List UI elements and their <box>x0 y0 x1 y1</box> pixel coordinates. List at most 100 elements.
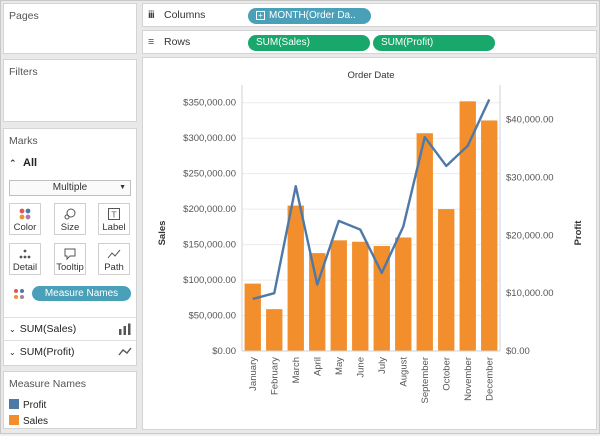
chart-view: $0.00 $50,000.00 $100,000.00 $150,000.00 $20… <box>142 57 597 430</box>
pages-card[interactable]: Pages <box>3 3 137 54</box>
tooltip-button[interactable]: Tooltip <box>54 243 86 275</box>
x-tick-label: May <box>334 357 345 375</box>
rows-shelf[interactable]: ≡ Rows SUM(Sales) SUM(Profit) <box>142 30 597 54</box>
rows-label-text: Rows <box>164 36 191 48</box>
marks-card-sum-sales[interactable]: ⌄ SUM(Sales) <box>4 317 136 339</box>
color-button-label: Color <box>13 222 37 233</box>
size-icon <box>55 204 85 222</box>
y-tick-label-left: $300,000.00 <box>183 133 236 144</box>
month-order-date-pill[interactable]: + MONTH(Order Da.. <box>248 8 371 24</box>
bar-sales[interactable] <box>309 253 326 351</box>
chevron-down-icon: ⌄ <box>9 348 16 357</box>
rows-icon: ≡ <box>148 36 154 48</box>
legend-label-sales: Sales <box>23 416 49 427</box>
label-icon: T <box>99 204 129 222</box>
mark-type-value: Multiple <box>52 182 88 193</box>
bar-sales[interactable] <box>438 209 455 351</box>
marks-card: Marks ⌃ All Multiple ▼ Color Size T Label <box>3 128 137 366</box>
tooltip-icon <box>55 244 85 262</box>
month-order-date-pill-label: MONTH(Order Da.. <box>269 10 356 21</box>
marks-title: Marks <box>9 135 38 147</box>
color-legend: Measure Names Profit Sales <box>3 371 137 429</box>
dual-axis-chart: $0.00 $50,000.00 $100,000.00 $150,000.00 $20… <box>157 70 584 403</box>
x-tick-label: June <box>355 357 366 378</box>
measure-names-color-pill[interactable]: Measure Names <box>32 286 131 301</box>
color-button[interactable]: Color <box>9 203 41 235</box>
x-tick-label: August <box>398 357 409 387</box>
legend-label-profit: Profit <box>23 400 47 411</box>
mark-type-dropdown[interactable]: Multiple ▼ <box>9 180 131 196</box>
marks-card-sum-profit-label: SUM(Profit) <box>19 346 75 358</box>
label-button[interactable]: T Label <box>98 203 130 235</box>
bar-sales[interactable] <box>352 241 369 351</box>
columns-shelf[interactable]: iii Columns + MONTH(Order Da.. <box>142 3 597 27</box>
y-tick-label-left: $250,000.00 <box>183 169 236 180</box>
y-tick-label-left: $0.00 <box>212 346 236 357</box>
label-button-label: Label <box>102 222 126 233</box>
sum-sales-pill[interactable]: SUM(Sales) <box>248 35 370 51</box>
size-button[interactable]: Size <box>54 203 86 235</box>
svg-text:T: T <box>111 210 116 220</box>
line-profit[interactable] <box>252 98 491 301</box>
x-tick-label: March <box>291 357 302 383</box>
x-tick-label: February <box>269 357 280 395</box>
size-button-label: Size <box>60 222 80 233</box>
expand-plus-icon: + <box>256 11 265 20</box>
y-tick-label-left: $200,000.00 <box>183 204 236 215</box>
y-tick-label-left: $150,000.00 <box>183 240 236 251</box>
path-button[interactable]: Path <box>98 243 130 275</box>
bar-sales[interactable] <box>395 237 412 351</box>
color-dots-icon <box>14 289 24 299</box>
x-tick-label: January <box>248 357 259 391</box>
bar-sales[interactable] <box>330 240 347 351</box>
tooltip-button-label: Tooltip <box>56 262 84 273</box>
y-tick-label-right: $20,000.00 <box>506 230 554 241</box>
bar-icon <box>119 323 131 335</box>
y-axis-left-label: Sales <box>157 221 168 246</box>
x-tick-label: October <box>441 357 452 391</box>
chevron-down-icon: ⌄ <box>9 325 16 334</box>
y-tick-label-right: $10,000.00 <box>506 288 554 299</box>
legend-item-sales[interactable]: Sales <box>9 415 48 427</box>
bar-sales[interactable] <box>244 283 261 351</box>
filters-title: Filters <box>9 66 38 78</box>
x-tick-label: July <box>377 357 388 374</box>
legend-item-profit[interactable]: Profit <box>9 399 46 411</box>
bar-sales[interactable] <box>287 205 304 351</box>
marks-all-toggle[interactable]: ⌃ All <box>9 157 37 169</box>
bar-sales[interactable] <box>459 101 476 351</box>
rows-shelf-label: ≡ Rows <box>148 36 190 48</box>
y-tick-label-right: $40,000.00 <box>506 115 554 126</box>
bar-sales[interactable] <box>373 246 390 351</box>
detail-button[interactable]: Detail <box>9 243 41 275</box>
marks-card-sum-profit[interactable]: ⌄ SUM(Profit) <box>4 340 136 362</box>
filters-card[interactable]: Filters <box>3 59 137 122</box>
columns-icon: iii <box>148 9 155 21</box>
sum-profit-pill[interactable]: SUM(Profit) <box>373 35 495 51</box>
left-panel: Pages Filters Marks ⌃ All Multiple ▼ Colo… <box>0 0 139 434</box>
y-tick-label-right: $0.00 <box>506 346 530 357</box>
columns-shelf-label: iii Columns <box>148 9 205 21</box>
legend-title: Measure Names <box>9 378 87 390</box>
x-tick-label: April <box>312 357 323 376</box>
detail-button-label: Detail <box>12 262 38 273</box>
x-tick-label: December <box>484 357 495 401</box>
y-tick-label-left: $100,000.00 <box>183 275 236 286</box>
bar-sales[interactable] <box>266 309 283 351</box>
y-tick-label-left: $50,000.00 <box>188 311 236 322</box>
y-axis-right-label: Profit <box>573 220 584 246</box>
y-tick-label-right: $30,000.00 <box>506 173 554 184</box>
caret-down-icon: ▼ <box>119 184 126 191</box>
columns-label-text: Columns <box>164 9 206 21</box>
marks-all-label: All <box>23 157 38 169</box>
chart-title: Order Date <box>348 70 395 81</box>
bar-sales[interactable] <box>416 133 433 351</box>
pages-title: Pages <box>9 10 39 22</box>
legend-swatch-profit <box>9 399 19 409</box>
y-tick-label-left: $350,000.00 <box>183 98 236 109</box>
color-dots-icon <box>10 204 40 222</box>
bar-sales[interactable] <box>481 120 498 351</box>
x-tick-label: November <box>463 357 474 401</box>
detail-icon <box>10 244 40 262</box>
chevron-up-icon: ⌃ <box>9 158 17 168</box>
